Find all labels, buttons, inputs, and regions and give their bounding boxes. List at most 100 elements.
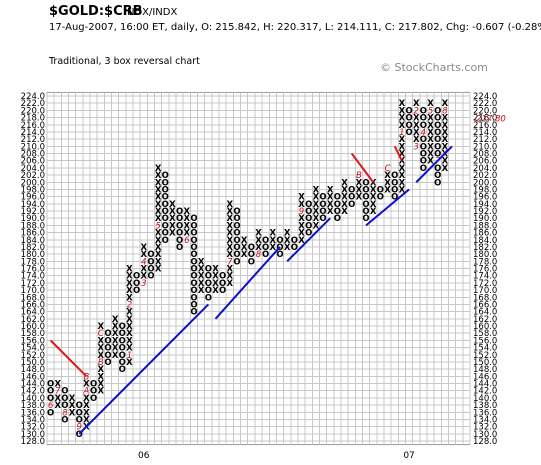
y-tick-label-right: 128.0 <box>473 437 497 447</box>
pf-o-box: O <box>319 214 326 224</box>
pf-x-box: X <box>427 114 434 124</box>
pf-x-box: X <box>97 372 104 382</box>
y-tick-label-right: 174.0 <box>473 272 497 282</box>
pf-x-box: X <box>399 185 406 195</box>
pf-x-box: X <box>313 193 320 203</box>
pf-o-box: O <box>90 394 97 404</box>
y-tick-label-left: 140.0 <box>21 394 45 404</box>
pf-o-box: O <box>104 344 111 354</box>
bullish-support-line <box>78 303 210 435</box>
pf-x-box: X <box>169 214 176 224</box>
y-tick-label-right: 184.0 <box>473 236 497 246</box>
pf-o-box: O <box>434 150 441 160</box>
pf-x-box: X <box>184 221 191 231</box>
pf-o-box: O <box>76 415 83 425</box>
y-tick-label-right: 152.0 <box>473 351 497 361</box>
pf-x-box: X <box>212 265 219 275</box>
pf-x-box: X <box>341 207 348 217</box>
y-tick-label-left: 128.0 <box>21 437 45 447</box>
pf-x-box: X <box>284 236 291 246</box>
pf-x-box: X <box>155 178 162 188</box>
pf-x-box: X <box>141 265 148 275</box>
pf-x-box: X <box>370 207 377 217</box>
pf-x-box: X <box>427 121 434 131</box>
pf-x-box: X <box>284 243 291 253</box>
y-tick-label-right: 198.0 <box>473 185 497 195</box>
pf-month-mark: 2 <box>414 106 419 116</box>
pf-x-box: X <box>198 279 205 289</box>
pf-month-mark: 5 <box>155 221 160 231</box>
pf-x-box: X <box>399 99 406 109</box>
pf-month-mark: 8 <box>256 250 262 260</box>
pf-x-box: X <box>112 351 119 361</box>
pf-x-box: X <box>399 106 406 116</box>
pf-o-box: O <box>119 329 126 339</box>
y-tick-label-left: 152.0 <box>21 351 45 361</box>
pf-month-mark: 3 <box>141 279 146 289</box>
y-tick-label-right: 194.0 <box>473 200 497 210</box>
pf-o-box: O <box>233 214 240 224</box>
pf-o-box: O <box>147 272 154 282</box>
y-tick-label-left: 224.0 <box>21 92 45 102</box>
y-tick-label-right: 132.0 <box>473 423 497 433</box>
pf-x-box: X <box>126 329 133 339</box>
pf-x-box: X <box>370 178 377 188</box>
pf-o-box: O <box>305 229 312 239</box>
y-tick-label-right: 160.0 <box>473 322 497 332</box>
pf-x-box: X <box>413 128 420 138</box>
pf-x-box: X <box>241 250 248 260</box>
pf-o-box: O <box>190 293 197 303</box>
pf-x-box: X <box>155 200 162 210</box>
pf-x-box: X <box>227 229 234 239</box>
pf-x-box: X <box>83 415 90 425</box>
y-tick-label-left: 204.0 <box>21 164 45 174</box>
pf-x-box: X <box>227 279 234 289</box>
pf-x-box: X <box>442 121 449 131</box>
pf-o-box: O <box>305 200 312 210</box>
y-tick-label-left: 146.0 <box>21 372 45 382</box>
y-tick-label-right: 144.0 <box>473 380 497 390</box>
pf-o-box: O <box>133 279 140 289</box>
pf-o-box: O <box>205 279 212 289</box>
bullish-support-line <box>286 217 331 263</box>
y-tick-label-left: 208.0 <box>21 150 45 160</box>
pf-o-box: O <box>162 185 169 195</box>
pf-o-box: O <box>119 351 126 361</box>
y-tick-label-left: 178.0 <box>21 257 45 267</box>
pf-o-box: O <box>434 171 441 181</box>
y-tick-label-left: 222.0 <box>21 99 45 109</box>
pf-o-box: O <box>147 265 154 275</box>
y-tick-label-right: 212.0 <box>473 135 497 145</box>
pf-o-box: O <box>104 329 111 339</box>
pf-x-box: X <box>155 185 162 195</box>
y-tick-label-right: 216.0 <box>473 121 497 131</box>
pf-o-box: O <box>162 178 169 188</box>
pf-x-box: X <box>69 394 76 404</box>
y-tick-label-right: 190.0 <box>473 214 497 224</box>
pf-o-box: O <box>420 114 427 124</box>
pf-x-box: X <box>97 344 104 354</box>
pf-o-box: O <box>219 272 226 282</box>
pf-o-box: O <box>104 358 111 368</box>
y-tick-label-left: 196.0 <box>21 193 45 203</box>
pf-x-box: X <box>227 207 234 217</box>
pf-o-box: O <box>434 106 441 116</box>
pf-x-box: X <box>169 221 176 231</box>
y-tick-label-left: 160.0 <box>21 322 45 332</box>
pf-o-box: O <box>262 236 269 246</box>
pf-x-box: X <box>442 164 449 174</box>
pf-o-box: O <box>434 142 441 152</box>
pf-o-box: O <box>262 250 269 260</box>
pf-x-box: X <box>427 142 434 152</box>
pf-o-box: O <box>334 207 341 217</box>
pf-o-box: O <box>420 164 427 174</box>
pf-o-box: O <box>176 207 183 217</box>
y-tick-label-right: 208.0 <box>473 150 497 160</box>
pf-x-box: X <box>255 236 262 246</box>
pf-o-box: O <box>276 250 283 260</box>
pf-x-box: X <box>341 185 348 195</box>
pf-x-box: X <box>198 265 205 275</box>
pf-o-box: O <box>319 207 326 217</box>
